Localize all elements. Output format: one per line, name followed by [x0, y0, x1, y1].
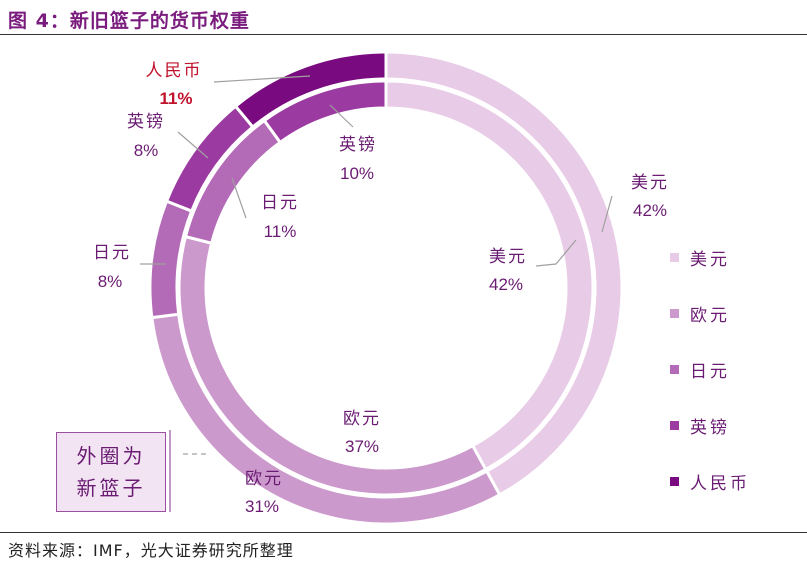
legend-label-eur: 欧元: [690, 306, 730, 326]
outer-label-eur-value: 31%: [245, 497, 279, 516]
inner-label-jpy-value: 11%: [264, 222, 297, 241]
leader-line-jpy-inner: [231, 177, 247, 219]
leader-line-gbp-outer: [177, 131, 209, 159]
outer-label-usd-name: 美元: [631, 173, 669, 193]
legend-label-usd: 美元: [690, 250, 730, 270]
legend-label-rmb: 人民币: [690, 474, 750, 494]
bottom-rule: [0, 532, 807, 533]
inner-label-usd-value: 42%: [489, 275, 523, 294]
inner-label-eur-value: 37%: [345, 437, 379, 456]
top-rule: [0, 34, 807, 35]
outer-label-jpy-name: 日元: [93, 243, 131, 263]
legend-swatch-rmb: [670, 477, 679, 486]
leader-line-rmb-outer: [213, 75, 311, 83]
inner-label-eur-name: 欧元: [343, 409, 381, 429]
legend-swatch-eur: [670, 309, 679, 318]
note-text: 外圈为新篮子: [76, 444, 146, 500]
inner-label-gbp-value: 10%: [340, 164, 374, 183]
legend-label-jpy: 日元: [690, 362, 730, 382]
leader-line-usd-outer: [601, 195, 613, 233]
outer-label-gbp-value: 8%: [134, 141, 159, 160]
inner-ring: [177, 79, 595, 497]
inner-slice-gbp: [262, 79, 388, 145]
legend-swatch-usd: [670, 253, 679, 262]
source-note: 资料来源：IMF，光大证券研究所整理: [8, 541, 294, 560]
legend: 美元 欧元 日元 英镑 人民币: [670, 250, 750, 494]
chart-title: 图 4：新旧篮子的货币权重: [8, 10, 250, 32]
outer-label-rmb-value: 11%: [159, 89, 192, 108]
outer-label-eur-name: 欧元: [245, 469, 283, 489]
outer-ring: [148, 50, 624, 526]
note-box: 外圈为新篮子: [56, 432, 166, 512]
leader-lines: [140, 75, 613, 455]
legend-label-gbp: 英镑: [690, 418, 730, 438]
outer-label-gbp-name: 英镑: [127, 112, 165, 132]
inner-label-gbp-name: 英镑: [339, 135, 377, 155]
inner-label-usd-name: 美元: [489, 247, 527, 267]
outer-label-rmb-name: 人民币: [146, 61, 203, 81]
legend-swatch-jpy: [670, 365, 679, 374]
outer-label-jpy-value: 8%: [98, 272, 123, 291]
leader-line-usd-inner: [535, 239, 577, 267]
outer-label-usd-value: 42%: [633, 201, 667, 220]
legend-swatch-gbp: [670, 421, 679, 430]
leader-line-gbp-inner: [329, 104, 354, 128]
inner-label-jpy-name: 日元: [261, 193, 299, 213]
